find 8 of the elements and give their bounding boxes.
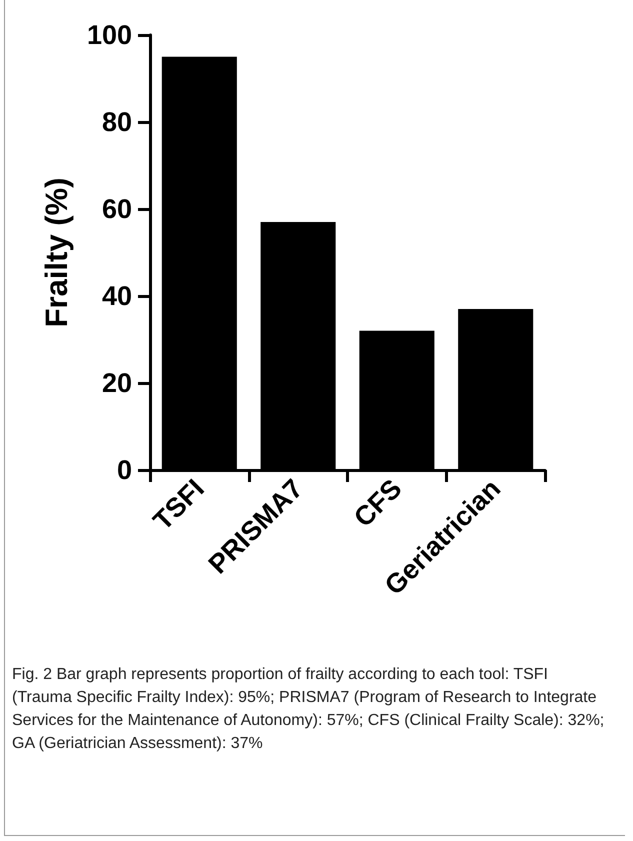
y-tick-label: 40 — [102, 281, 132, 311]
y-axis-title: Frailty (%) — [39, 178, 74, 328]
y-tick-label: 100 — [86, 20, 132, 50]
y-tick-label: 20 — [102, 368, 132, 398]
caption: Fig. 2 Bar graph represents proportion of frailty according to each tool: TSFI (Trauma Specific Frailty Index): 95%; PRISMA7 (Program of Research to Integrate Services for the Maintenance of Autonomy): 57%; CFS (Clinical Frailty Scale): 32%; GA (Geriatrician Assessment): 37% — [12, 665, 606, 754]
y-tick-label: 0 — [116, 455, 132, 485]
y-tick-label: 80 — [102, 107, 132, 137]
y-tick-label: 60 — [102, 194, 132, 224]
